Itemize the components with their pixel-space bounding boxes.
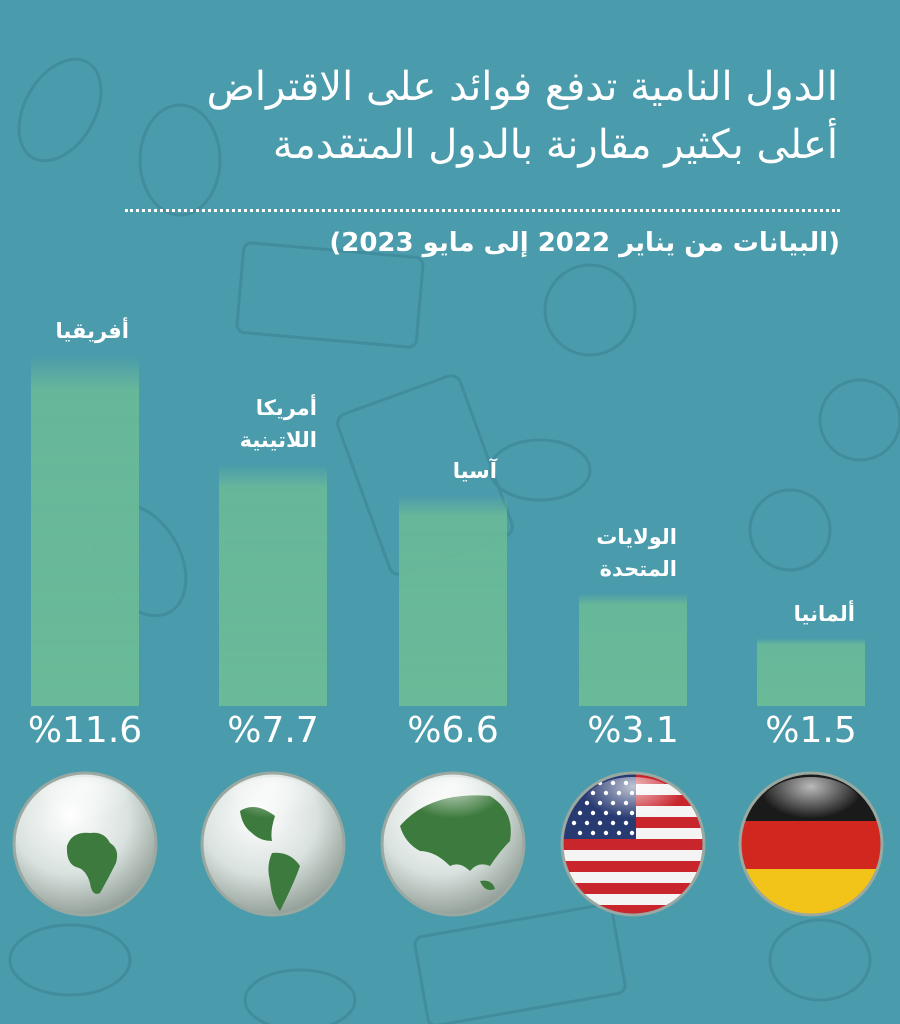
title-line-2: أعلى بكثير مقارنة بالدول المتقدمة xyxy=(272,122,838,168)
bar-0 xyxy=(31,355,139,706)
value-label: %1.5 xyxy=(765,710,857,751)
category-label-line: أفريقيا xyxy=(55,319,129,344)
category-label: ألمانيا xyxy=(794,598,855,630)
category-label-line: اللاتينية xyxy=(239,428,317,453)
category-label-line: ألمانيا xyxy=(793,602,855,626)
category-label: أفريقيا xyxy=(56,315,129,347)
globe-africa-icon xyxy=(12,771,158,917)
category-label-line: المتحدة xyxy=(599,557,677,582)
category-label-line: الولايات xyxy=(596,525,677,550)
category-label: الولايات المتحدة xyxy=(596,521,677,585)
value-label: %3.1 xyxy=(587,710,679,751)
value-label: %11.6 xyxy=(27,710,143,751)
dotted-divider xyxy=(125,209,840,212)
bar-2 xyxy=(399,495,507,706)
category-label: أمريكا اللاتينية xyxy=(240,392,317,456)
category-label-line: آسيا xyxy=(452,459,497,484)
value-label: %6.6 xyxy=(407,710,499,751)
chart-title: الدول النامية تدفع فوائد على الاقتراض أع… xyxy=(78,58,838,174)
title-line-1: الدول النامية تدفع فوائد على الاقتراض xyxy=(206,64,838,110)
category-label-line: أمريكا xyxy=(255,396,317,421)
bar-3 xyxy=(579,593,687,706)
globe-asia-icon xyxy=(380,771,526,917)
value-label: %7.7 xyxy=(227,710,319,751)
germany-flag-icon xyxy=(738,771,884,917)
category-label: آسيا xyxy=(453,455,497,487)
chart-subtitle: (البيانات من يناير 2022 إلى مايو 2023) xyxy=(329,228,840,258)
globe-latin-america-icon xyxy=(200,771,346,917)
us-flag-icon xyxy=(560,771,706,917)
bar-1 xyxy=(219,464,327,706)
bar-4 xyxy=(757,638,865,706)
